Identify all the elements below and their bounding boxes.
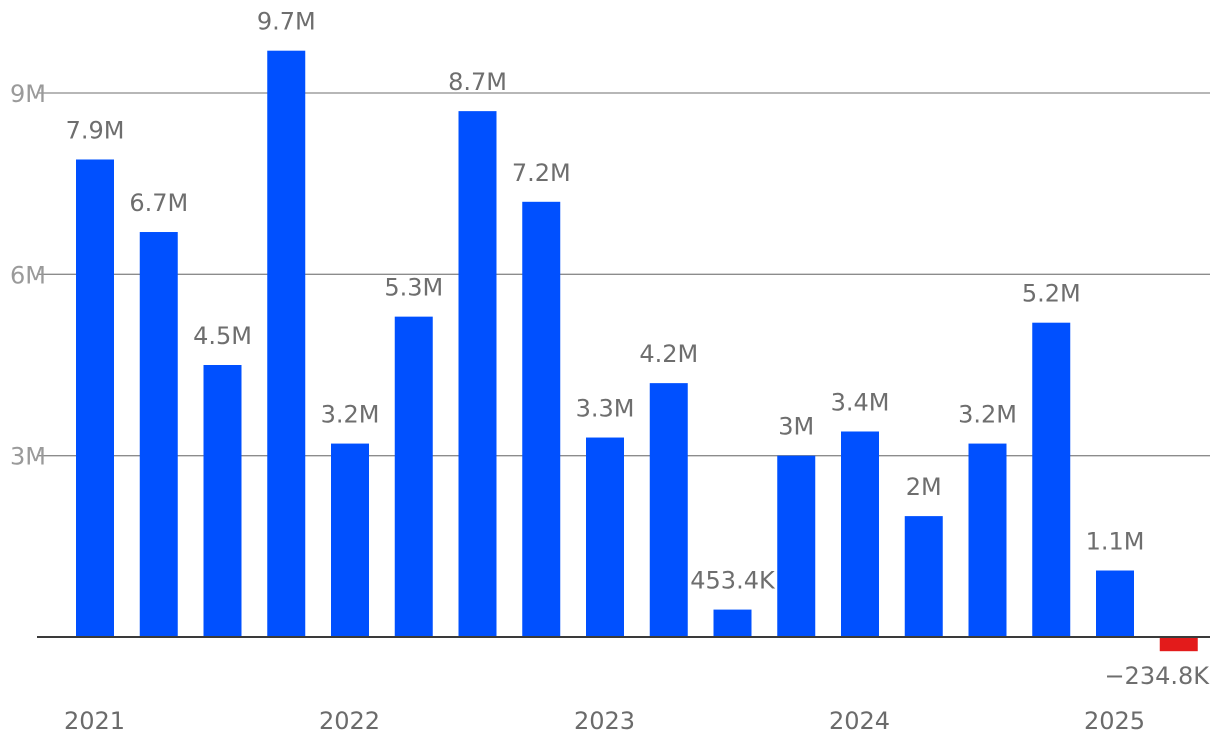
- data-label: 453.4K: [690, 567, 776, 595]
- bar: [649, 383, 688, 637]
- data-label: 4.2M: [639, 340, 698, 368]
- data-label: 3.4M: [831, 388, 890, 416]
- bar: [904, 516, 943, 637]
- bar: [968, 443, 1007, 637]
- data-labels: 7.9M 6.7M 4.5M 9.7M 3.2M 5.3M 8.7M 7.2M 3.3M4.2M…: [66, 8, 1211, 690]
- bar: [522, 201, 561, 638]
- bar: [331, 443, 369, 637]
- data-label: 5.2M: [1022, 280, 1081, 308]
- bar: [1096, 570, 1134, 637]
- data-label: 2M: [906, 473, 942, 501]
- data-label: 4.5M: [193, 322, 252, 350]
- y-tick-label: 3M: [10, 443, 46, 471]
- data-label: 8.7M: [448, 68, 507, 96]
- x-year-label: 2025: [1084, 707, 1145, 735]
- x-year-label: 2024: [829, 707, 890, 735]
- data-label: 3M: [778, 413, 814, 441]
- data-label: 3.2M: [958, 401, 1017, 429]
- data-label: 9.7M: [257, 8, 316, 36]
- bar: [203, 365, 242, 637]
- bar: [458, 111, 497, 638]
- bar: [267, 50, 306, 637]
- data-label: 6.7M: [129, 189, 188, 217]
- data-label: −234.8K: [1104, 662, 1210, 690]
- bar: [139, 232, 178, 637]
- y-axis-ticks: 3M 6M 9M: [10, 80, 46, 471]
- data-label: 3.2M: [321, 401, 380, 429]
- data-label: 7.9M: [66, 116, 125, 144]
- bar: [841, 431, 879, 637]
- bar: [1159, 637, 1198, 652]
- x-axis-year-labels: 2021 2022 2023 2024 2025: [64, 707, 1145, 735]
- data-label: 7.2M: [512, 159, 571, 187]
- x-year-label: 2023: [574, 707, 635, 735]
- data-label: 3.3M: [576, 395, 635, 423]
- bar: [713, 609, 752, 637]
- x-year-label: 2021: [64, 707, 125, 735]
- x-year-label: 2022: [319, 707, 380, 735]
- data-label: 1.1M: [1086, 528, 1145, 556]
- bar: [586, 437, 624, 637]
- bar: [1032, 322, 1071, 637]
- bar: [76, 159, 114, 637]
- y-tick-label: 6M: [10, 261, 46, 289]
- y-tick-label: 9M: [10, 80, 46, 108]
- bar: [777, 455, 816, 637]
- data-label: 5.3M: [384, 274, 443, 302]
- bar: [394, 316, 433, 637]
- bars: [76, 50, 1198, 652]
